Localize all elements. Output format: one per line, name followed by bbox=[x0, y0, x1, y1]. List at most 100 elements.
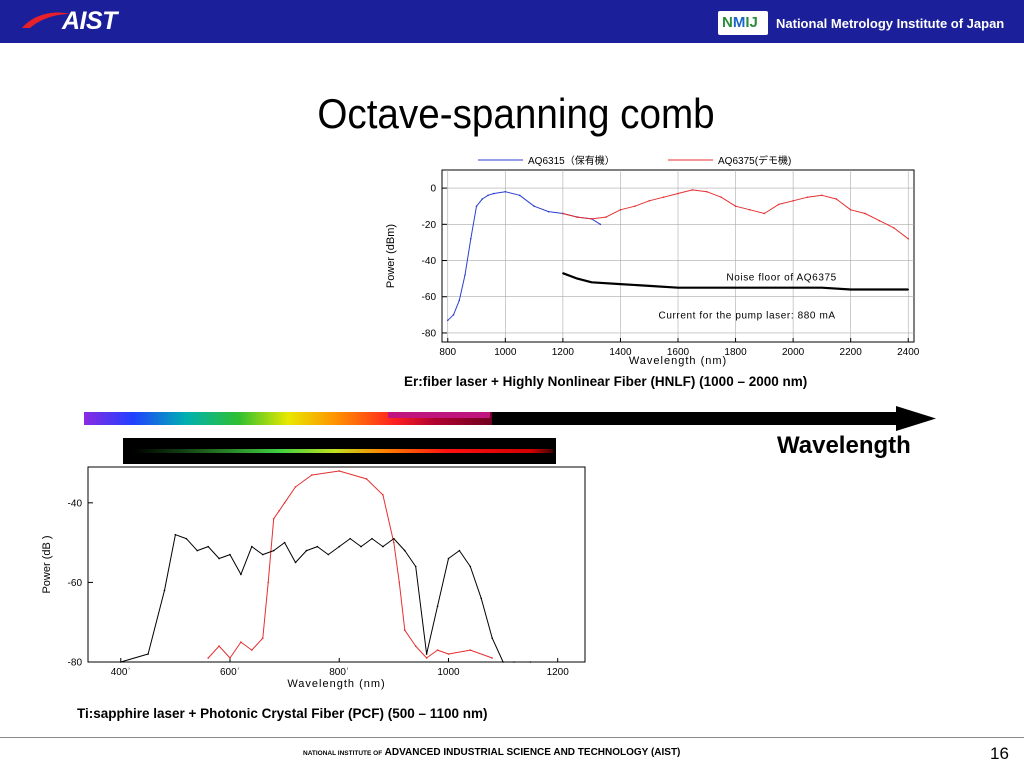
series-line-2 bbox=[562, 272, 909, 291]
data-point bbox=[691, 189, 694, 191]
data-point bbox=[414, 645, 417, 647]
data-point bbox=[458, 299, 461, 302]
data-point bbox=[849, 288, 852, 291]
data-point bbox=[648, 199, 651, 202]
data-point bbox=[261, 637, 264, 639]
data-point bbox=[393, 537, 395, 540]
x-tick-label: 800 bbox=[439, 347, 456, 358]
y-axis-label: Power (dB ) bbox=[41, 535, 53, 593]
y-tick-label: -80 bbox=[68, 658, 83, 669]
data-point bbox=[763, 286, 766, 289]
data-point bbox=[365, 478, 368, 480]
data-point bbox=[576, 277, 579, 280]
data-point bbox=[174, 533, 177, 536]
data-point bbox=[777, 203, 780, 206]
data-point bbox=[283, 502, 286, 504]
data-point bbox=[599, 223, 602, 226]
page-number: 16 bbox=[990, 744, 1009, 763]
data-point bbox=[305, 549, 308, 552]
data-point bbox=[425, 657, 428, 659]
data-point bbox=[480, 597, 483, 600]
aist-logo-text: AIST bbox=[62, 7, 117, 35]
data-point bbox=[425, 653, 428, 655]
series-line-1 bbox=[120, 534, 531, 663]
data-point bbox=[382, 545, 384, 548]
pcf-spectrum-photo bbox=[123, 438, 556, 464]
data-point bbox=[619, 283, 622, 285]
series-line-0 bbox=[207, 470, 493, 659]
data-point bbox=[218, 557, 220, 560]
data-point bbox=[447, 653, 450, 655]
x-tick-label: 2400 bbox=[897, 347, 920, 358]
x-tick-label: 2000 bbox=[782, 347, 805, 358]
spectrum-overlap bbox=[388, 412, 490, 418]
footer-prefix: NATIONAL INSTITUTE OF bbox=[303, 750, 383, 757]
data-point bbox=[481, 198, 484, 200]
data-point bbox=[458, 549, 461, 552]
data-point bbox=[436, 605, 439, 608]
data-point bbox=[677, 192, 679, 195]
data-point bbox=[327, 553, 330, 556]
data-point bbox=[147, 653, 149, 655]
data-point bbox=[502, 661, 504, 663]
data-point bbox=[338, 470, 341, 472]
data-point bbox=[311, 474, 313, 476]
data-point bbox=[705, 286, 708, 289]
wavelength-label: Wavelength bbox=[777, 432, 911, 459]
data-point bbox=[648, 285, 651, 287]
data-point bbox=[393, 541, 395, 544]
legend-label: AQ6375(デモ機) bbox=[718, 154, 791, 167]
data-point bbox=[251, 649, 253, 651]
x-axis-label: Wavelength (nm) bbox=[629, 355, 727, 367]
data-point bbox=[734, 286, 737, 289]
data-point bbox=[207, 657, 209, 659]
data-point bbox=[590, 281, 593, 284]
x-tick-label: 2200 bbox=[840, 347, 863, 358]
hnlf-caption: Er:fiber laser + Highly Nonlinear Fiber … bbox=[404, 374, 808, 389]
data-point bbox=[487, 194, 489, 197]
data-point bbox=[705, 190, 708, 193]
x-tick-label: 800ʾ bbox=[329, 666, 349, 678]
data-point bbox=[278, 509, 280, 512]
data-point bbox=[835, 198, 838, 200]
x-tick-label: 1000 bbox=[494, 347, 517, 358]
data-point bbox=[398, 581, 401, 584]
data-point bbox=[662, 196, 665, 198]
data-point bbox=[240, 573, 242, 576]
data-point bbox=[267, 581, 270, 584]
x-axis-label: Wavelength (nm) bbox=[287, 678, 385, 690]
hnlf-spectrum-chart: 800 1000 1200 1400 1600 1800 2000 2200 2400 0 -20 -… bbox=[385, 154, 920, 367]
data-point bbox=[893, 227, 895, 229]
data-point bbox=[677, 286, 679, 289]
data-point bbox=[547, 210, 550, 213]
footer-name: ADVANCED INDUSTRIAL SCIENCE AND TECHNOLO… bbox=[384, 747, 681, 758]
y-axis-label: Power (dBm) bbox=[385, 224, 397, 288]
y-tick-label: -20 bbox=[422, 220, 437, 231]
noise-floor-annotation: Noise floor of AQ6375 bbox=[726, 272, 836, 283]
header-bar: AIST NMIJ National Metrology Institute o… bbox=[0, 0, 1024, 43]
footer-divider bbox=[0, 737, 1024, 738]
data-point bbox=[469, 649, 472, 651]
data-point bbox=[294, 561, 297, 564]
x-tick-label: 1000 bbox=[437, 667, 460, 678]
data-point bbox=[634, 205, 636, 208]
data-point bbox=[821, 194, 823, 197]
data-point bbox=[763, 212, 766, 215]
data-point bbox=[464, 274, 466, 276]
data-point bbox=[436, 649, 439, 651]
y-tick-label: -40 bbox=[422, 256, 437, 267]
data-point bbox=[414, 565, 417, 568]
data-point bbox=[734, 205, 737, 208]
pump-current-annotation: Current for the pump laser: 880 mA bbox=[659, 310, 836, 321]
y-tick-label: 0 bbox=[430, 184, 436, 195]
data-point bbox=[229, 553, 231, 556]
data-point bbox=[878, 288, 881, 291]
x-tick-label: 600ʾ bbox=[220, 666, 240, 678]
infrared-band bbox=[492, 412, 904, 425]
data-point bbox=[518, 194, 521, 197]
x-tick-label: 1200 bbox=[547, 667, 570, 678]
data-point bbox=[806, 196, 809, 198]
data-point bbox=[605, 216, 607, 218]
data-point bbox=[533, 205, 535, 208]
data-point bbox=[576, 216, 579, 218]
